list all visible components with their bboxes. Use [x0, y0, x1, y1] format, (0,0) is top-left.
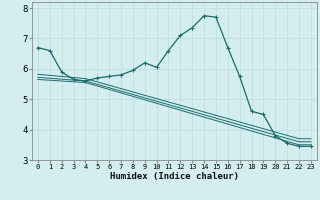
X-axis label: Humidex (Indice chaleur): Humidex (Indice chaleur) — [110, 172, 239, 181]
